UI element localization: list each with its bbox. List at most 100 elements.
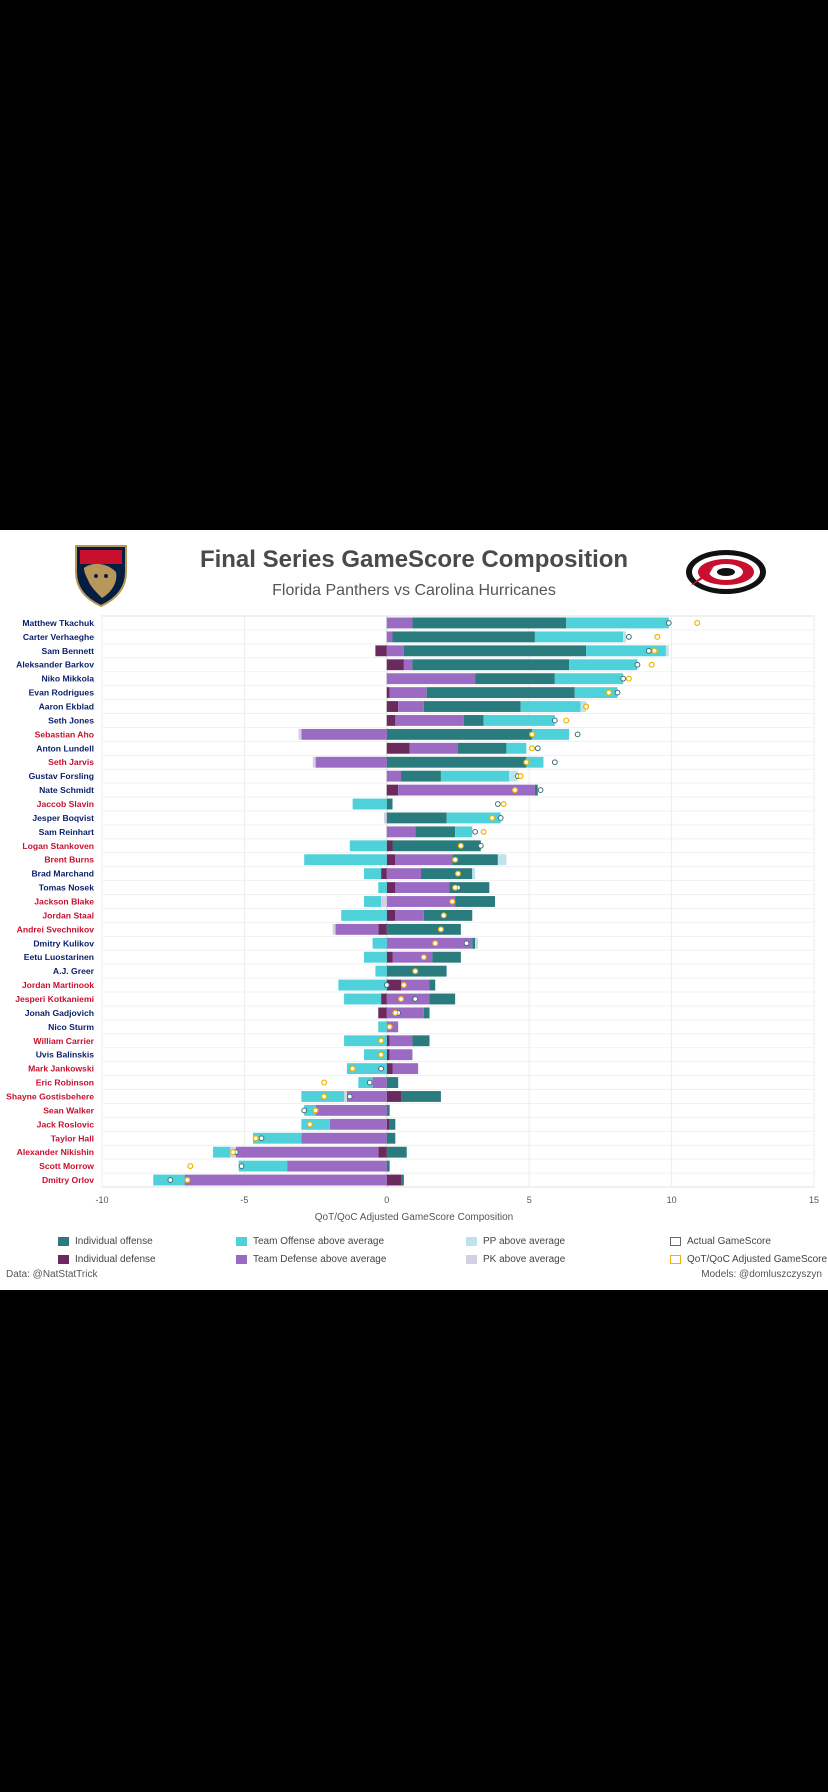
actual-gamescore-marker [625, 633, 632, 640]
player-name: Jordan Martinook [22, 980, 94, 990]
legend-label: Individual offense [75, 1236, 153, 1247]
legend-swatch [670, 1255, 681, 1264]
bar-segment-to [341, 909, 387, 921]
player-name: Seth Jarvis [48, 757, 94, 767]
bar-segment-to [304, 1104, 316, 1116]
adjusted-gamescore-marker [230, 1149, 237, 1156]
legend-item: PK above average [466, 1254, 565, 1265]
x-axis-label: QoT/QoC Adjusted GameScore Composition [314, 1212, 514, 1223]
actual-gamescore-marker [238, 1163, 245, 1170]
bar-segment-to [378, 882, 387, 894]
x-tick-label: -5 [240, 1195, 248, 1205]
bar-segment-io [415, 826, 456, 838]
x-tick-label: 10 [667, 1195, 677, 1205]
adjusted-gamescore-marker [437, 926, 444, 933]
bar-segment-id [386, 909, 396, 921]
bar-segment-io [472, 937, 476, 949]
legend-item: Team Defense above average [236, 1254, 386, 1265]
player-name: Taylor Hall [51, 1133, 94, 1143]
player-name: Scott Morrow [39, 1161, 94, 1171]
legend: Individual offense Team Offense above ave… [0, 1230, 828, 1265]
bar-segment-io [412, 659, 570, 671]
actual-gamescore-marker [534, 745, 541, 752]
bar-segment-td [395, 882, 450, 894]
bar-segment-to [574, 687, 618, 699]
bar-segment-to [364, 1049, 387, 1061]
bar-segment-to [344, 1035, 387, 1047]
player-name: Matthew Tkachuk [22, 618, 94, 628]
adjusted-gamescore-marker [312, 1107, 319, 1114]
bar-segment-td [287, 1160, 387, 1172]
adjusted-gamescore-marker [449, 898, 456, 905]
bar-segment-pk [383, 812, 387, 824]
legend-label: PP above average [483, 1236, 566, 1247]
bar-segment-pk [298, 728, 302, 740]
player-name: A.J. Greer [53, 966, 95, 976]
player-name: Sean Walker [43, 1105, 94, 1115]
player-name: Shayne Gostisbehere [6, 1091, 94, 1101]
bar-segment-td [392, 1063, 419, 1075]
player-name: Nate Schmidt [39, 785, 94, 795]
bar-segment-io [423, 1007, 430, 1019]
adjusted-gamescore-marker [187, 1163, 194, 1170]
actual-gamescore-marker [497, 815, 504, 821]
bar-segment-td [329, 1118, 387, 1130]
bar-segment-id [386, 1035, 390, 1047]
actual-gamescore-marker [463, 940, 470, 947]
bar-segment-io [386, 1104, 390, 1116]
player-name: Uvis Balinskis [36, 1050, 94, 1060]
legend-item: Individual offense [58, 1236, 153, 1247]
bar-segment-td [335, 923, 379, 935]
player-name: Anton Lundell [36, 743, 94, 753]
player-name: Jesperi Kotkaniemi [15, 994, 94, 1004]
player-name: Jackson Blake [34, 897, 94, 907]
adjusted-gamescore-marker [694, 619, 701, 626]
actual-gamescore-marker [614, 689, 621, 696]
legend-label: Actual GameScore [687, 1236, 771, 1247]
x-tick-label: -10 [95, 1195, 108, 1205]
bar-segment-to [304, 854, 387, 866]
bar-segment-to [364, 896, 382, 907]
bar-segment-td [398, 784, 535, 796]
bar-segment-io [392, 631, 535, 643]
adjusted-gamescore-marker [432, 940, 439, 947]
player-name: Aleksander Barkov [16, 660, 94, 670]
adjusted-gamescore-marker [321, 1079, 328, 1086]
bar-segment-td [235, 1146, 379, 1158]
bar-segment-to [375, 965, 387, 977]
bar-segment-to [378, 1021, 387, 1033]
legend-item: Individual defense [58, 1254, 156, 1265]
bar-segment-id [378, 1146, 387, 1158]
carolina-hurricanes-logo [684, 546, 768, 598]
bar-segment-io [386, 812, 447, 824]
actual-gamescore-marker [366, 1079, 373, 1086]
legend-label: PK above average [483, 1254, 566, 1265]
bar-segment-io [386, 923, 461, 935]
bar-segment-id [381, 993, 387, 1005]
bar-segment-id [386, 1049, 390, 1061]
bar-segment-td [395, 909, 424, 921]
bar-segment-to [352, 798, 387, 810]
adjusted-gamescore-marker [392, 1009, 399, 1016]
player-name: Brent Burns [44, 855, 94, 865]
bar-segment-to [252, 1132, 302, 1144]
bar-segment-to [569, 659, 638, 671]
player-name: Mark Jankowski [28, 1064, 94, 1074]
adjusted-gamescore-marker [400, 982, 407, 989]
legend-label: Individual defense [75, 1254, 156, 1265]
bar-segment-to [534, 631, 624, 643]
legend-label: Team Offense above average [253, 1236, 385, 1247]
actual-gamescore-marker [258, 1135, 265, 1142]
bar-segment-td [386, 770, 402, 782]
bar-segment-td [315, 756, 387, 768]
player-name: Alexander Nikishin [17, 1147, 94, 1157]
florida-panthers-logo [72, 542, 130, 608]
adjusted-gamescore-marker [651, 647, 658, 654]
adjusted-gamescore-marker [378, 1051, 385, 1058]
bar-segment-io [412, 1035, 430, 1047]
bar-segment-io [475, 673, 555, 685]
bar-segment-io [389, 1118, 396, 1130]
actual-gamescore-marker [620, 675, 627, 682]
bar-segment-io [386, 798, 393, 810]
chart-title: Final Series GameScore Composition [199, 546, 629, 573]
